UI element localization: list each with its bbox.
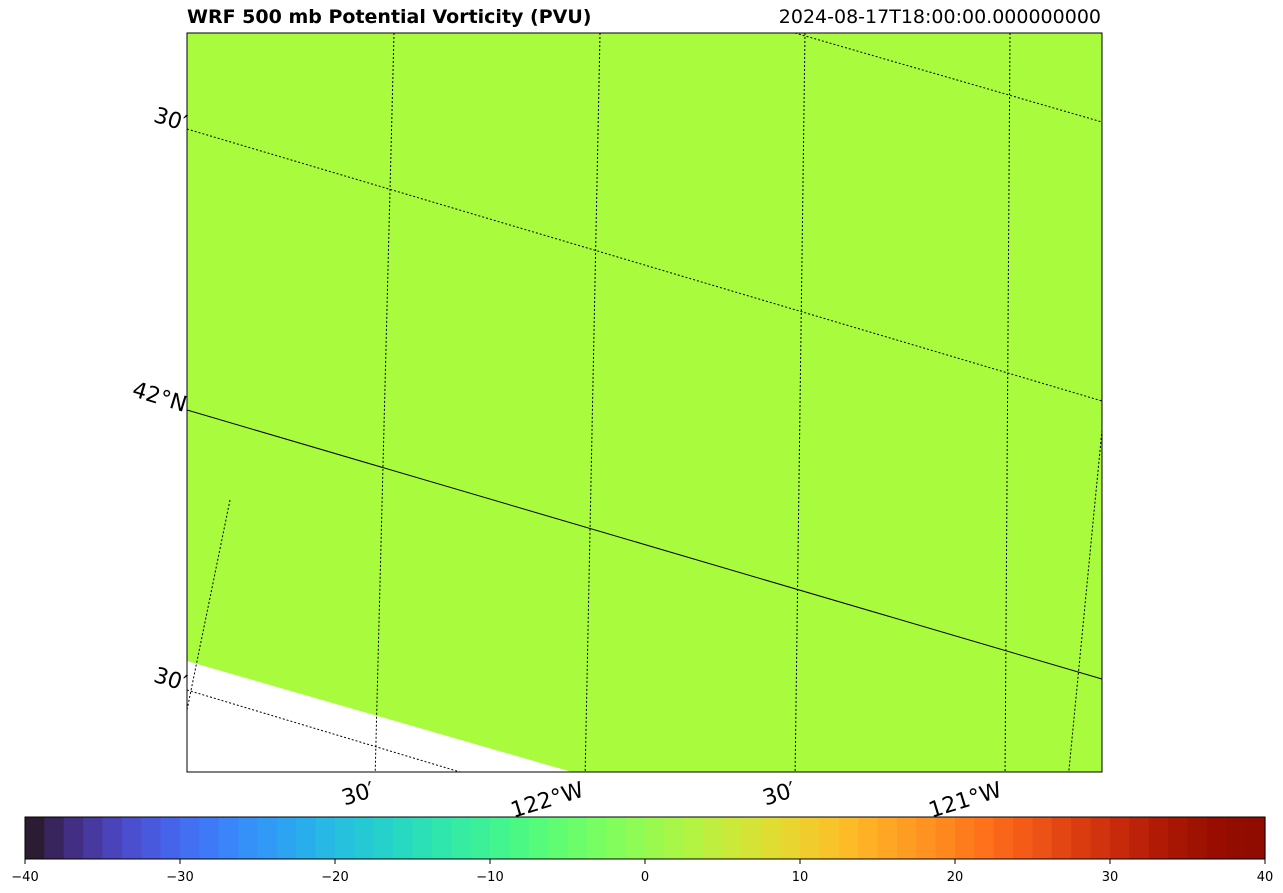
colorbar-segment <box>606 817 627 859</box>
colorbar-segment <box>315 817 336 859</box>
colorbar-segment <box>800 817 820 859</box>
meridian-line <box>1068 429 1102 772</box>
lon-label-left-30: 30′ <box>339 778 378 812</box>
chart-title: WRF 500 mb Potential Vorticity (PVU) <box>187 6 592 28</box>
colorbar-segment <box>1051 817 1072 859</box>
colorbar-segment <box>567 817 588 859</box>
pv-field <box>187 33 1102 772</box>
parallel-line <box>187 128 1102 402</box>
colorbar-segment <box>722 817 743 859</box>
colorbar-segment <box>451 817 472 859</box>
colorbar-segment <box>25 817 45 859</box>
colorbar-segment <box>1206 817 1227 859</box>
colorbar-segment <box>509 817 530 859</box>
colorbar-segment <box>955 817 975 859</box>
colorbar-segment <box>431 817 452 859</box>
colorbar-segment <box>83 817 104 859</box>
colorbar-segment <box>703 817 724 859</box>
meridian-line <box>794 33 806 772</box>
latitude-labels: 30′ 42°N 30′ <box>129 103 189 697</box>
colorbar-segment <box>1148 817 1169 859</box>
colorbar-segment <box>780 817 801 859</box>
colorbar-segment <box>935 817 956 859</box>
colorbar-segment <box>877 817 898 859</box>
colorbar-segment <box>1013 817 1034 859</box>
colorbar-segment <box>548 817 569 859</box>
meridian-line <box>1004 33 1011 772</box>
colorbar-segment <box>335 817 355 859</box>
chart-timestamp: 2024-08-17T18:00:00.000000000 <box>778 6 1101 28</box>
colorbar-tick-label: 20 <box>947 870 964 885</box>
colorbar-segment <box>1187 817 1208 859</box>
colorbar-segment <box>1071 817 1092 859</box>
colorbar-segment <box>412 817 433 859</box>
parallel-line <box>187 689 461 772</box>
colorbar-segment <box>896 817 917 859</box>
colorbar-segment <box>1129 817 1150 859</box>
colorbar-segment <box>218 817 239 859</box>
colorbar-tick-label: −40 <box>11 870 38 885</box>
colorbar <box>25 817 1266 859</box>
colorbar-tick-label: 0 <box>641 870 649 885</box>
colorbar-segment <box>373 817 394 859</box>
colorbar-segment <box>645 817 665 859</box>
colorbar-segment <box>354 817 375 859</box>
colorbar-tick-label: 30 <box>1102 870 1119 885</box>
meridian-line <box>584 33 601 772</box>
colorbar-segment <box>741 817 762 859</box>
colorbar-segment <box>528 817 549 859</box>
colorbar-frame <box>24 816 1266 860</box>
colorbar-segment <box>470 817 491 859</box>
colorbar-segment <box>819 817 840 859</box>
colorbar-segment <box>102 817 123 859</box>
colorbar-segment <box>1226 817 1247 859</box>
parallel-line <box>794 33 1102 123</box>
colorbar-segment <box>586 817 607 859</box>
colorbar-segment <box>761 817 782 859</box>
colorbar-segment <box>838 817 859 859</box>
meridian-line <box>374 33 395 772</box>
lat-label-lower-30: 30′ <box>151 663 190 697</box>
colorbar-segment <box>238 817 259 859</box>
colorbar-segment <box>257 817 278 859</box>
colorbar-segment <box>993 817 1014 859</box>
lon-label-right-30: 30′ <box>760 778 799 812</box>
colorbar-segment <box>276 817 297 859</box>
graticule <box>187 33 1102 772</box>
lat-label-upper-30: 30′ <box>151 103 190 137</box>
colorbar-segment <box>63 817 84 859</box>
colorbar-segment <box>180 817 200 859</box>
colorbar-segment <box>199 817 220 859</box>
map-panel <box>186 32 1103 773</box>
colorbar-segment <box>160 817 181 859</box>
colorbar-segment <box>664 817 685 859</box>
colorbar-ticks: −40 −30 −20 −10 0 10 20 30 40 <box>11 859 1273 885</box>
colorbar-tick-label: 40 <box>1257 870 1274 885</box>
colorbar-segment <box>393 817 414 859</box>
parallel-line <box>187 409 1102 680</box>
colorbar-tick-label: −20 <box>321 870 348 885</box>
colorbar-tick-label: −30 <box>166 870 193 885</box>
colorbar-segment <box>1032 817 1053 859</box>
colorbar-segment <box>296 817 317 859</box>
colorbar-segment <box>1110 817 1130 859</box>
colorbar-segment <box>44 817 65 859</box>
colorbar-segment <box>916 817 937 859</box>
colorbar-segment <box>974 817 995 859</box>
colorbar-segment <box>858 817 879 859</box>
colorbar-segment <box>1245 817 1266 859</box>
colorbar-segment <box>141 817 162 859</box>
colorbar-segment <box>1090 817 1111 859</box>
map-frame <box>186 32 1103 773</box>
colorbar-segment <box>490 817 510 859</box>
colorbar-segment <box>1168 817 1189 859</box>
lat-label-42n: 42°N <box>129 378 189 418</box>
colorbar-segment <box>121 817 142 859</box>
colorbar-tick-label: 10 <box>792 870 809 885</box>
colorbar-segment <box>683 817 704 859</box>
colorbar-tick-label: −10 <box>476 870 503 885</box>
colorbar-segment <box>625 817 646 859</box>
